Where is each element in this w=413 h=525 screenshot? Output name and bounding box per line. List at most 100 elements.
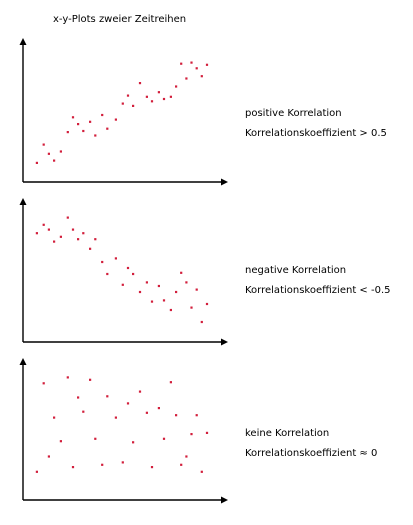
data-point-negative-22 [169,308,172,312]
data-point-negative-15 [126,266,130,270]
annotation-none-coefficient: Korrelationskoeffizient ≈ 0 [245,448,378,459]
data-point-negative-12 [106,272,109,276]
data-point-none-13 [114,416,117,419]
data-point-none-22 [169,381,172,384]
data-point-none-17 [138,390,142,393]
data-point-positive-23 [175,85,178,88]
data-point-none-20 [157,407,160,410]
data-point-positive-28 [200,75,203,78]
data-point-negative-9 [89,247,92,250]
data-point-none-23 [175,414,178,417]
data-point-positive-11 [101,113,104,117]
data-point-positive-6 [71,116,75,119]
x-axis-arrow-positive [221,178,228,186]
data-point-none-11 [101,463,104,466]
data-point-none-16 [132,441,135,444]
data-point-positive-15 [126,94,130,97]
data-point-negative-0 [35,232,38,235]
data-point-none-6 [71,466,75,469]
data-point-positive-1 [42,143,45,146]
data-point-positive-22 [169,95,172,98]
figure-title: x-y-Plots zweier Zeitreihen [53,14,187,25]
data-point-none-14 [121,461,124,464]
data-point-negative-16 [132,272,135,276]
y-axis-arrow-positive [19,38,27,45]
annotation-negative-coefficient: Korrelationskoeffizient < -0.5 [245,285,391,296]
data-point-negative-25 [185,281,188,284]
data-point-positive-5 [66,131,69,134]
data-point-negative-23 [175,290,178,294]
y-axis-arrow-none [19,358,27,365]
data-point-negative-5 [66,216,69,219]
data-point-positive-26 [190,61,193,64]
data-point-negative-7 [77,238,80,241]
data-point-none-3 [53,416,56,419]
data-point-positive-4 [59,150,62,153]
annotation-none: keine Korrelation Korrelationskoeffizien… [245,428,377,460]
data-point-none-5 [66,376,69,379]
scatter-plot-none [19,358,228,504]
data-point-positive-13 [114,118,117,121]
data-point-none-26 [190,433,193,436]
data-point-none-21 [162,437,166,440]
data-point-none-15 [126,402,130,405]
data-point-none-29 [205,431,209,434]
data-point-positive-2 [47,152,50,155]
annotation-none-label: keine Korrelation [245,428,330,439]
data-point-positive-20 [157,91,160,94]
data-point-none-24 [180,463,183,466]
data-point-positive-7 [77,123,80,126]
x-axis-arrow-none [221,496,228,504]
data-point-negative-28 [200,320,203,324]
data-point-none-8 [82,410,85,413]
data-point-negative-21 [162,299,166,302]
data-point-none-7 [77,396,80,399]
data-point-positive-17 [138,82,142,85]
annotation-negative: negative Korrelation Korrelationskoeffiz… [245,265,391,297]
data-point-negative-8 [82,232,85,235]
data-point-positive-14 [121,102,124,105]
data-point-negative-29 [205,302,209,306]
scatter-plot-positive [19,38,228,186]
data-point-positive-3 [53,159,56,162]
data-point-negative-2 [47,228,50,231]
data-point-none-19 [150,466,154,469]
data-point-none-4 [59,440,62,443]
data-point-positive-8 [82,129,85,133]
annotation-positive-label: positive Korrelation [245,108,342,119]
data-point-none-9 [89,378,92,381]
data-point-negative-6 [71,228,75,231]
data-point-positive-27 [195,67,198,70]
data-point-positive-16 [132,104,135,107]
data-point-negative-24 [180,271,183,274]
data-point-none-27 [195,414,198,417]
data-point-positive-0 [35,161,38,164]
data-point-positive-18 [145,95,148,98]
data-point-positive-25 [185,77,188,80]
data-point-positive-21 [162,97,166,101]
data-point-negative-11 [101,260,104,264]
annotation-negative-label: negative Korrelation [245,265,347,276]
data-point-negative-4 [59,235,62,238]
data-point-positive-29 [205,63,209,66]
data-point-positive-10 [94,134,97,137]
data-point-none-12 [106,395,109,398]
data-point-none-25 [185,455,188,458]
data-point-negative-1 [42,223,45,226]
data-point-negative-14 [121,283,124,286]
data-point-negative-18 [145,281,148,284]
data-point-negative-17 [138,290,142,294]
data-point-positive-19 [150,100,154,103]
x-axis-arrow-negative [221,338,228,346]
data-point-none-0 [35,470,38,473]
data-point-negative-10 [94,238,97,241]
data-point-negative-27 [195,288,198,291]
data-point-none-10 [94,437,97,440]
data-point-positive-12 [106,127,109,130]
annotation-positive: positive Korrelation Korrelationskoeffiz… [245,108,387,140]
data-point-none-18 [145,411,148,414]
data-point-negative-20 [157,284,160,288]
scatter-plot-negative [19,198,228,346]
